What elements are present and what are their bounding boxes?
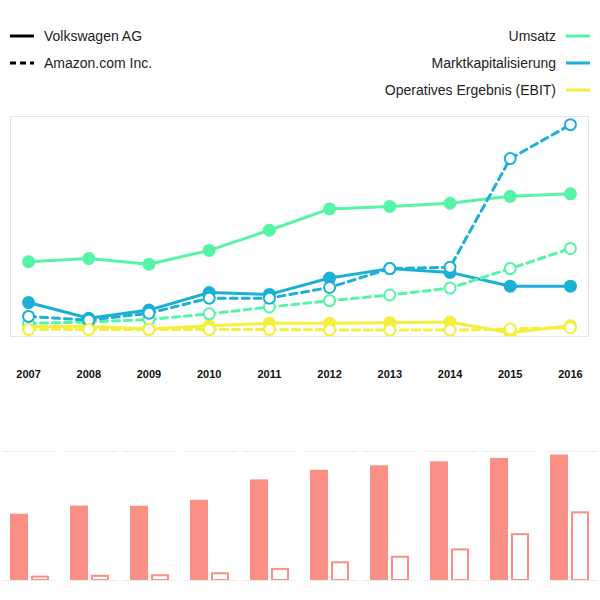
html-text:Amazon.com Inc.: Amazon.com Inc. [44,54,153,71]
svg-text:2011: 2011 [257,368,281,380]
svg-text:2014: 2014 [438,368,463,380]
svg-text:2016: 2016 [558,368,582,380]
svg-text:2013: 2013 [378,368,402,380]
svg-text:2015: 2015 [498,368,522,380]
svg-text:2012: 2012 [317,368,341,380]
html-text:Umsatz: Umsatz [508,27,556,44]
svg-text:2008: 2008 [77,368,101,380]
html-text:Operatives Ergebnis (EBIT): Operatives Ergebnis (EBIT) [384,81,556,98]
html-text:Volkswagen AG: Volkswagen AG [44,27,143,44]
svg-text:2010: 2010 [197,368,221,380]
svg-text:2009: 2009 [137,368,161,380]
html-text:Marktkapitalisierung: Marktkapitalisierung [431,54,556,71]
svg-text:2007: 2007 [16,368,40,380]
